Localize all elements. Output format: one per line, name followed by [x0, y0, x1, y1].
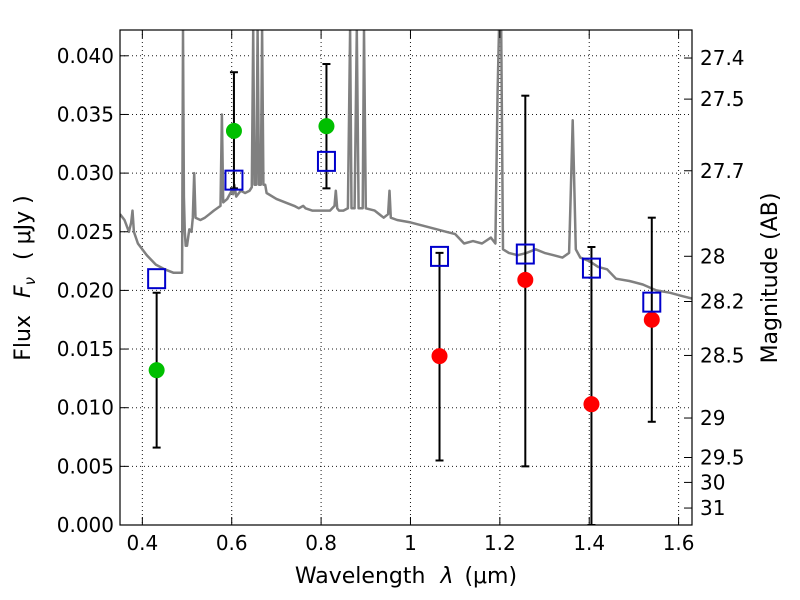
y-tick-label: 0.005 [57, 454, 114, 478]
model-square-marker [515, 243, 535, 265]
y-tick-label: 0.020 [57, 278, 114, 302]
green-data-point [225, 122, 242, 139]
green-data-point [148, 362, 165, 379]
y2-tick-label: 29 [700, 406, 725, 430]
model-square-marker [147, 268, 167, 290]
y2-tick-label: 28.2 [700, 289, 745, 313]
y-tick-label: 0.015 [57, 337, 114, 361]
y-tick-label: 0.030 [57, 161, 114, 185]
spectrum-line [120, 30, 692, 300]
model-square-marker [224, 169, 244, 191]
x-axis-title: Wavelength λ (μm) [295, 564, 517, 589]
x-tick-label: 1.2 [484, 531, 516, 555]
x-tick-label: 0.6 [216, 531, 248, 555]
y2-axis-title: Magnitude (AB) [758, 193, 783, 364]
x-tick-label: 1.4 [573, 531, 605, 555]
x-tick-label: 0.4 [126, 531, 158, 555]
model-square-marker [642, 291, 662, 313]
plot-frame [119, 29, 693, 526]
y-tick-label: 0.035 [57, 102, 114, 126]
model-square-marker [430, 245, 450, 267]
y2-tick-label: 27.7 [700, 159, 745, 183]
y2-tick-label: 28.5 [700, 343, 745, 367]
y-tick-label: 0.010 [57, 396, 114, 420]
red-data-point [583, 396, 600, 413]
model-square-marker [581, 257, 601, 279]
red-data-point [517, 271, 534, 288]
y2-tick-label: 30 [700, 470, 725, 494]
model-square-marker [316, 150, 336, 172]
x-tick-label: 1.6 [663, 531, 695, 555]
red-data-point [643, 311, 660, 328]
y-axis-title: Flux Fν ( μJy ) [11, 195, 41, 360]
y2-tick-label: 29.5 [700, 446, 745, 470]
red-data-point [431, 348, 448, 365]
x-tick-label: 0.8 [305, 531, 337, 555]
y2-tick-label: 27.5 [700, 87, 745, 111]
green-data-point [318, 118, 335, 135]
y2-tick-label: 28 [700, 244, 725, 268]
y-tick-label: 0.040 [57, 44, 114, 68]
x-tick-label: 1 [404, 531, 417, 555]
y2-tick-label: 27.4 [700, 46, 745, 70]
y2-tick-label: 31 [700, 496, 725, 520]
y-tick-label: 0.025 [57, 220, 114, 244]
y-tick-label: 0.000 [57, 513, 114, 537]
